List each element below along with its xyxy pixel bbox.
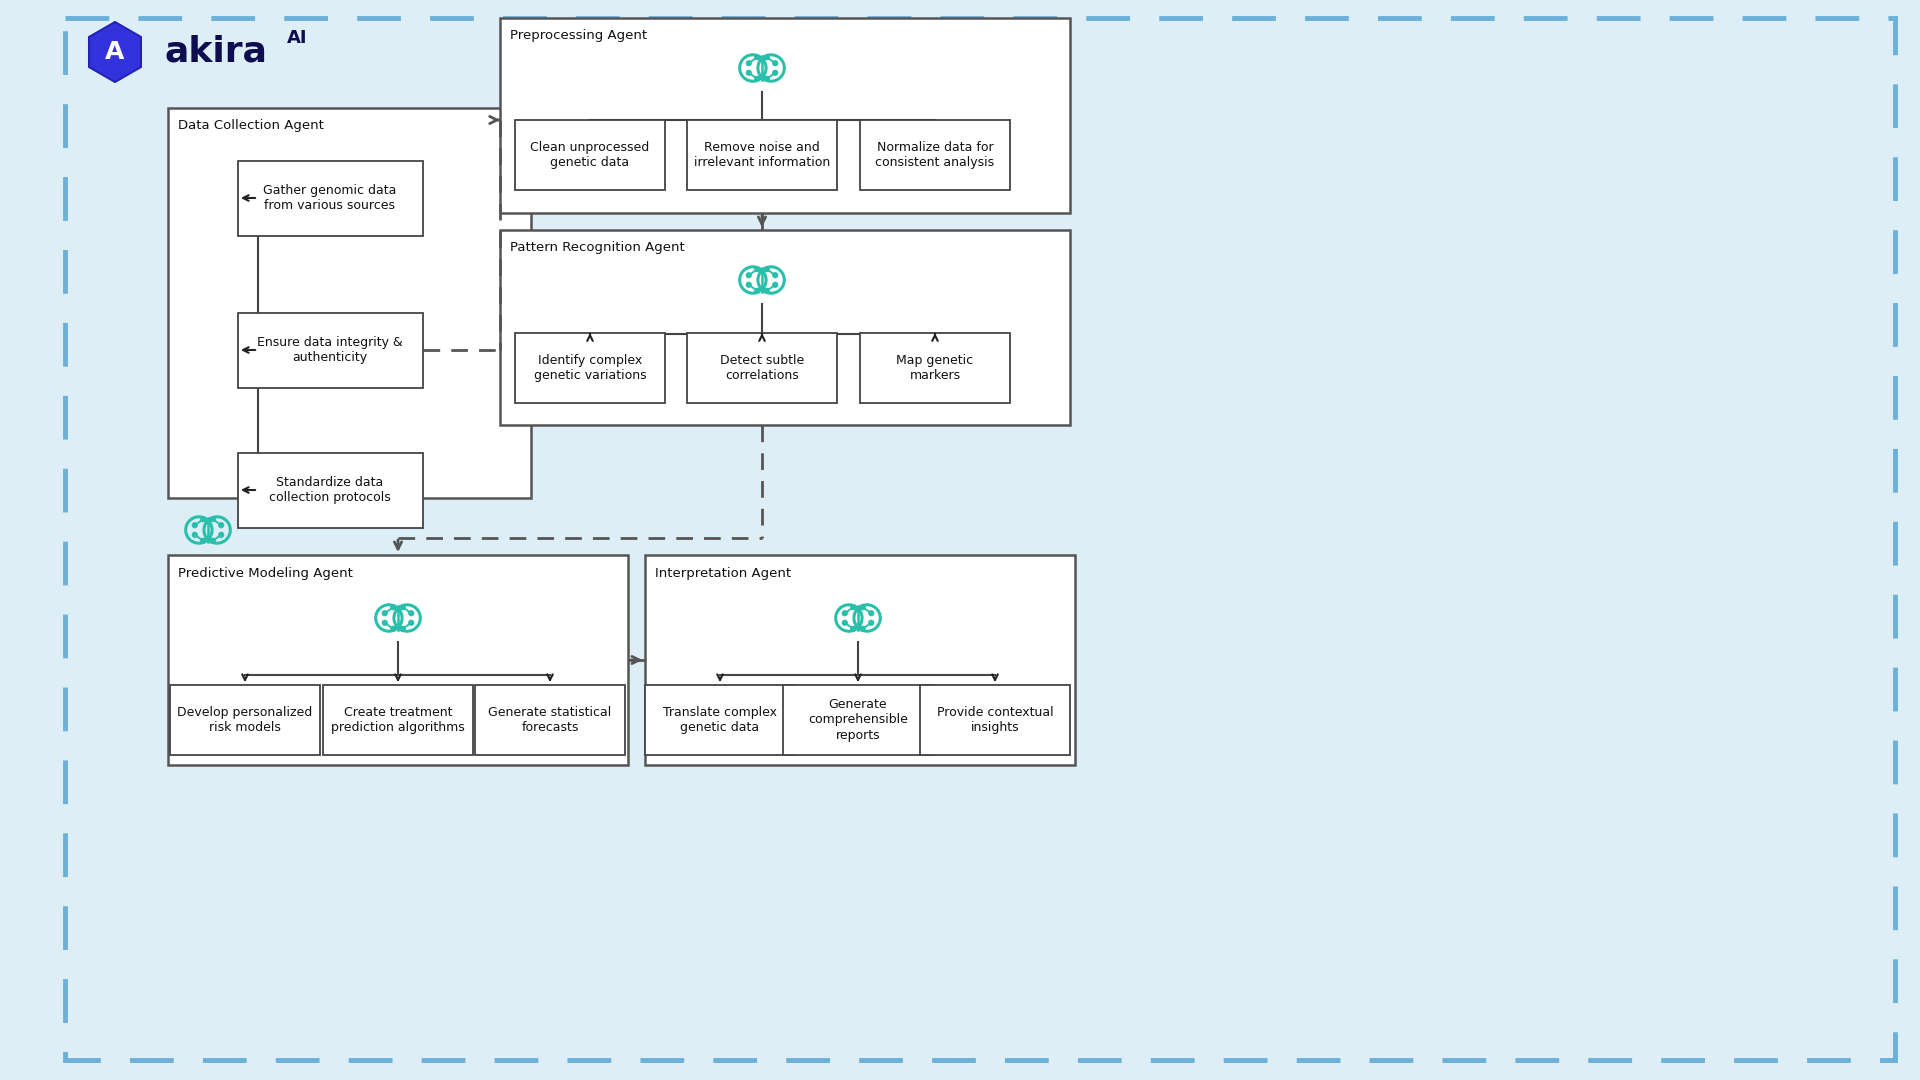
Polygon shape	[88, 22, 140, 82]
Bar	[474, 685, 626, 755]
Text: Translate complex
genetic data: Translate complex genetic data	[662, 706, 778, 734]
Bar	[687, 333, 837, 403]
Circle shape	[851, 605, 856, 609]
Circle shape	[747, 70, 751, 76]
Bar	[169, 555, 628, 765]
Circle shape	[202, 539, 205, 543]
Circle shape	[409, 611, 413, 616]
Bar	[515, 333, 664, 403]
Text: Map genetic
markers: Map genetic markers	[897, 354, 973, 382]
Bar	[238, 161, 422, 235]
Circle shape	[409, 620, 413, 625]
Text: Pattern Recognition Agent: Pattern Recognition Agent	[511, 242, 685, 255]
Bar	[645, 685, 795, 755]
Circle shape	[392, 626, 396, 631]
Bar	[323, 685, 472, 755]
Circle shape	[382, 620, 388, 625]
Text: A: A	[106, 40, 125, 64]
Circle shape	[764, 288, 770, 293]
Text: Detect subtle
correlations: Detect subtle correlations	[720, 354, 804, 382]
Bar	[687, 120, 837, 190]
Text: Ensure data integrity &
authenticity: Ensure data integrity & authenticity	[257, 336, 403, 364]
Text: Remove noise and
irrelevant information: Remove noise and irrelevant information	[693, 141, 829, 168]
Circle shape	[772, 70, 778, 76]
Circle shape	[747, 60, 751, 66]
Text: Provide contextual
insights: Provide contextual insights	[937, 706, 1054, 734]
Text: Create treatment
prediction algorithms: Create treatment prediction algorithms	[330, 706, 465, 734]
Circle shape	[772, 60, 778, 66]
Text: Gather genomic data
from various sources: Gather genomic data from various sources	[263, 184, 397, 212]
Text: Generate statistical
forecasts: Generate statistical forecasts	[488, 706, 612, 734]
Bar	[860, 333, 1010, 403]
Bar	[499, 230, 1069, 426]
Text: Clean unprocessed
genetic data: Clean unprocessed genetic data	[530, 141, 649, 168]
Circle shape	[211, 539, 215, 543]
Circle shape	[401, 626, 405, 631]
Circle shape	[202, 517, 205, 522]
Circle shape	[192, 523, 198, 528]
Circle shape	[868, 611, 874, 616]
Circle shape	[747, 273, 751, 278]
Circle shape	[772, 273, 778, 278]
Text: Data Collection Agent: Data Collection Agent	[179, 120, 324, 133]
Circle shape	[382, 611, 388, 616]
Circle shape	[755, 55, 760, 59]
Circle shape	[211, 517, 215, 522]
Circle shape	[401, 605, 405, 609]
Bar	[860, 120, 1010, 190]
Circle shape	[219, 532, 223, 537]
Bar	[499, 18, 1069, 213]
Circle shape	[392, 605, 396, 609]
Circle shape	[764, 55, 770, 59]
Circle shape	[843, 620, 847, 625]
Circle shape	[772, 282, 778, 287]
Circle shape	[764, 267, 770, 271]
Bar	[783, 685, 933, 755]
Bar	[515, 120, 664, 190]
Text: Normalize data for
consistent analysis: Normalize data for consistent analysis	[876, 141, 995, 168]
Bar	[169, 108, 532, 498]
Text: akira: akira	[165, 35, 269, 69]
Circle shape	[755, 77, 760, 81]
Bar	[920, 685, 1069, 755]
Circle shape	[747, 282, 751, 287]
Circle shape	[843, 611, 847, 616]
Circle shape	[755, 267, 760, 271]
Circle shape	[868, 620, 874, 625]
Circle shape	[860, 626, 866, 631]
Circle shape	[219, 523, 223, 528]
Text: Generate
comprehensible
reports: Generate comprehensible reports	[808, 699, 908, 742]
Text: Develop personalized
risk models: Develop personalized risk models	[177, 706, 313, 734]
Circle shape	[851, 626, 856, 631]
Circle shape	[860, 605, 866, 609]
Text: Predictive Modeling Agent: Predictive Modeling Agent	[179, 567, 353, 580]
Bar	[171, 685, 321, 755]
Circle shape	[755, 288, 760, 293]
Bar	[238, 453, 422, 527]
Text: Standardize data
collection protocols: Standardize data collection protocols	[269, 476, 392, 504]
Text: AI: AI	[286, 29, 307, 48]
Bar	[645, 555, 1075, 765]
Circle shape	[192, 532, 198, 537]
Circle shape	[764, 77, 770, 81]
Bar	[238, 312, 422, 388]
Text: Interpretation Agent: Interpretation Agent	[655, 567, 791, 580]
Text: Identify complex
genetic variations: Identify complex genetic variations	[534, 354, 647, 382]
Text: Preprocessing Agent: Preprocessing Agent	[511, 29, 647, 42]
